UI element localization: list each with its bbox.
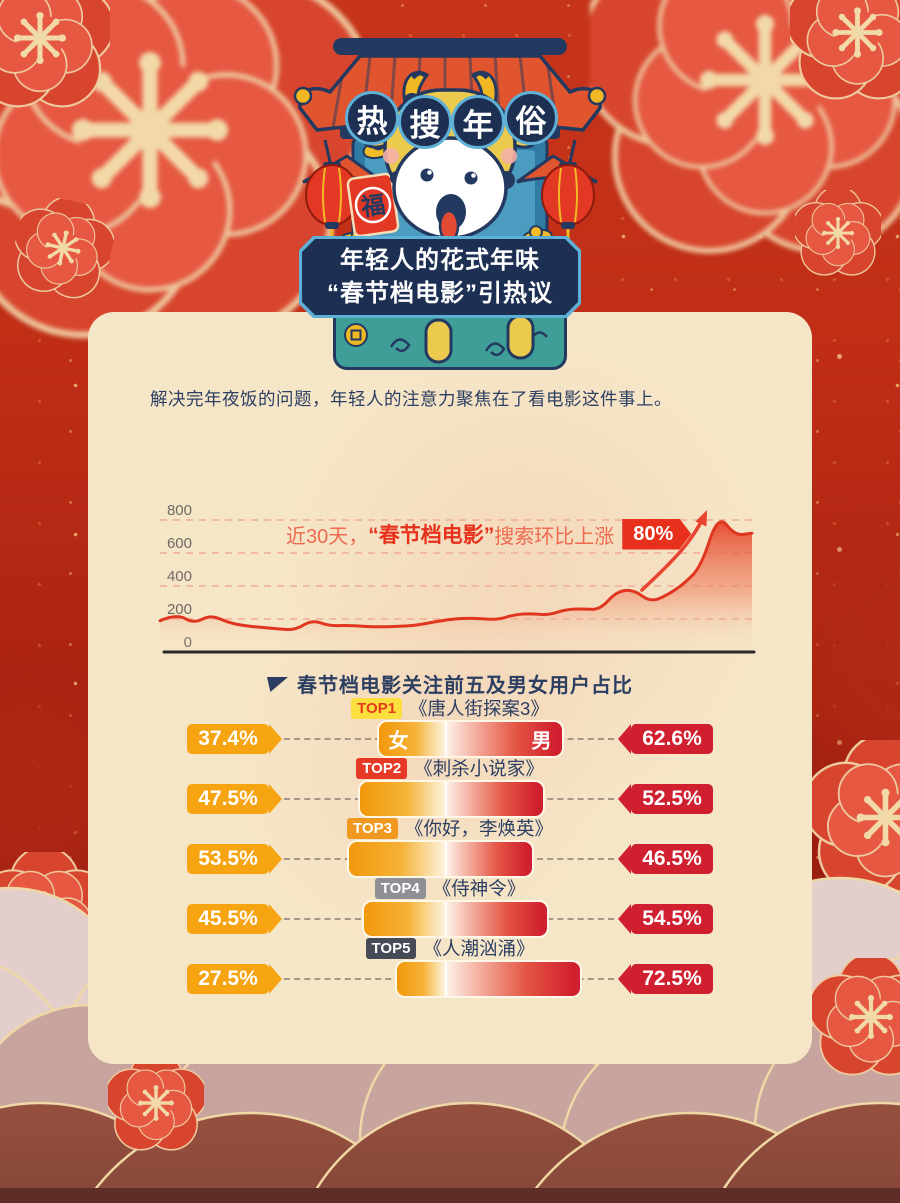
- male-segment: [446, 842, 533, 876]
- gold-eave-tip-right: [587, 86, 607, 106]
- banner-line-1: 年轻人的花式年味: [340, 246, 540, 274]
- title-char: 搜: [409, 107, 441, 143]
- movie-block-top4: TOP4 《侍神令》 45.5% 54.5%: [88, 876, 812, 936]
- movie-block-top5: TOP5 《人潮汹涌》 27.5% 72.5%: [88, 936, 812, 996]
- male-pct-badge: 46.5%: [618, 844, 713, 874]
- male-segment: [446, 782, 544, 816]
- movie-title: 《侍神令》: [432, 878, 526, 899]
- gender-ratio-bar: [349, 842, 533, 876]
- gender-ratio-bar: [360, 782, 544, 816]
- svg-text:福: 福: [358, 191, 387, 221]
- title-char: 俗: [515, 103, 547, 139]
- female-pct-badge: 47.5%: [187, 784, 282, 814]
- gender-split-row: 53.5% 46.5%: [88, 842, 812, 878]
- annotation-suffix: 搜索环比上涨: [494, 525, 615, 548]
- lantern-left: [305, 139, 359, 242]
- gold-coin: [344, 323, 368, 347]
- movie-block-top3: TOP3 《你好，李焕英》 53.5% 46.5%: [88, 816, 812, 876]
- section-title: 春节档电影关注前五及男女用户占比: [297, 674, 633, 697]
- content-card: 解决完年夜饭的问题，年轻人的注意力聚焦在了看电影这件事上。 0200400600…: [88, 312, 812, 1064]
- movie-title: 《你好，李焕英》: [404, 818, 553, 839]
- rank-badge: TOP2: [356, 757, 408, 779]
- movie-title: 《刺杀小说家》: [414, 758, 544, 779]
- roof-ridge: [333, 38, 567, 55]
- male-label: 男: [531, 730, 552, 753]
- fu-tag: 福: [346, 172, 400, 238]
- area-fill: [160, 521, 752, 652]
- female-label: 女: [388, 730, 409, 753]
- gender-split-row: 37.4% 女 男 62.6%: [88, 722, 812, 758]
- rise-arrow-head: [695, 510, 707, 527]
- movie-ranking-section: 春节档电影关注前五及男女用户占比 TOP1 《唐人街探案3》 37.4% 女 男…: [88, 670, 812, 996]
- female-pct-badge: 37.4%: [187, 724, 282, 754]
- title-char-circle: 热: [345, 91, 399, 145]
- flower-corner-top-right: [790, 0, 900, 100]
- flower-small-left: [6, 191, 120, 305]
- ox-hooves: [424, 318, 535, 364]
- male-segment: [446, 902, 547, 936]
- trend-line: [158, 520, 754, 632]
- title-char-circle: 年: [451, 95, 505, 149]
- title-char: 热: [356, 103, 388, 139]
- flower-on-cloud: [108, 1055, 204, 1151]
- gender-ratio-bar: [363, 902, 547, 936]
- female-segment: [349, 842, 447, 876]
- female-segment: [363, 902, 447, 936]
- male-segment: [446, 962, 580, 996]
- gender-split-row: 27.5% 72.5%: [88, 962, 812, 998]
- female-pct-badge: 53.5%: [187, 844, 282, 874]
- banner: 年轻人的花式年味 “春节档电影”引热议: [299, 236, 581, 318]
- rank-badge: TOP1: [351, 697, 403, 719]
- svg-text:400: 400: [167, 568, 192, 585]
- svg-text:600: 600: [167, 535, 192, 552]
- flower-corner-top-left: [0, 0, 110, 108]
- annotation-prefix: 近30天，: [286, 525, 369, 548]
- flower-small-right: [795, 190, 881, 276]
- rise-arrow: [640, 514, 706, 592]
- gold-eave-tip-left: [293, 86, 313, 106]
- male-pct-badge: 54.5%: [618, 904, 713, 934]
- female-segment: [396, 962, 447, 996]
- rank-badge: TOP3: [347, 817, 398, 839]
- female-pct-badge: 45.5%: [187, 904, 282, 934]
- movie-title: 《人潮汹涌》: [423, 938, 535, 959]
- title-char: 年: [462, 107, 494, 143]
- rank-badge: TOP4: [374, 877, 426, 899]
- movie-block-top1: TOP1 《唐人街探案3》 37.4% 女 男 62.6%: [88, 696, 812, 756]
- growth-badge: 80%: [622, 519, 691, 550]
- pennant-triangle-icon: [267, 677, 288, 692]
- banner-line-2: “春节档电影”引热议: [327, 279, 553, 307]
- gender-split-row: 45.5% 54.5%: [88, 902, 812, 938]
- male-segment: 男: [446, 722, 562, 756]
- intro-text: 解决完年夜饭的问题，年轻人的注意力聚焦在了看电影这件事上。: [150, 389, 672, 409]
- annotation-keyword: “春节档电影”: [368, 524, 495, 547]
- female-segment: 女: [378, 722, 447, 756]
- male-pct-badge: 72.5%: [618, 964, 713, 994]
- gender-ratio-bar: 女 男: [378, 722, 562, 756]
- male-pct-badge: 52.5%: [618, 784, 713, 814]
- chart-annotation: 近30天， “春节档电影” 搜索环比上涨 80%: [286, 518, 691, 550]
- gender-ratio-bar: [396, 962, 580, 996]
- svg-text:800: 800: [167, 502, 192, 519]
- movie-block-top2: TOP2 《刺杀小说家》 47.5% 52.5%: [88, 756, 812, 816]
- rank-badge: TOP5: [365, 937, 417, 959]
- title-char-circle: 搜: [398, 95, 452, 149]
- movie-title: 《唐人街探案3》: [409, 698, 549, 719]
- gender-split-row: 47.5% 52.5%: [88, 782, 812, 818]
- svg-text:200: 200: [167, 601, 192, 618]
- title-char-circle: 俗: [504, 91, 558, 145]
- male-pct-badge: 62.6%: [618, 724, 713, 754]
- section-title-row: 春节档电影关注前五及男女用户占比: [88, 670, 812, 697]
- flower-behind-card-bottom: [812, 958, 900, 1076]
- female-pct-badge: 27.5%: [187, 964, 282, 994]
- lantern-right: [541, 139, 595, 242]
- female-segment: [360, 782, 447, 816]
